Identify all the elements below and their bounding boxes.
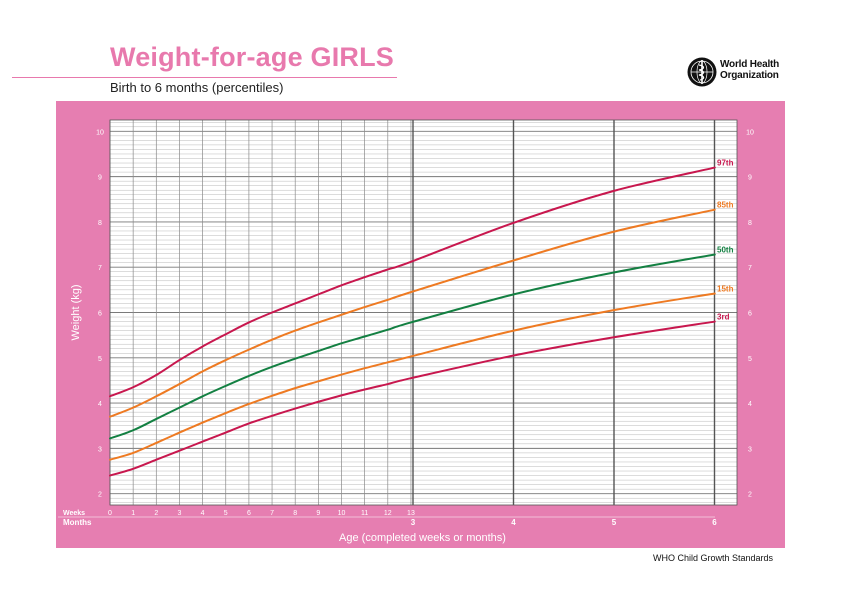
y-tick-label-right: 8 <box>748 220 752 227</box>
x-week-tick-label: 11 <box>361 510 368 517</box>
who-logo-line1: World Health <box>720 59 780 70</box>
x-week-tick-label: 13 <box>407 510 415 517</box>
grid-vertical-months <box>412 120 716 505</box>
who-emblem-icon <box>687 57 717 87</box>
x-month-tick-label: 3 <box>411 518 416 527</box>
x-week-tick-label: 5 <box>224 510 228 517</box>
percentile-label-15th: 15th <box>717 284 734 293</box>
percentile-curve-50th <box>109 253 716 440</box>
y-tick-label-right: 6 <box>748 311 752 318</box>
footer-credit: WHO Child Growth Standards <box>653 553 774 563</box>
percentile-curve-85th <box>109 208 716 418</box>
percentile-label-3rd: 3rd <box>717 313 730 322</box>
y-tick-label-left: 4 <box>98 401 102 408</box>
y-tick-label-left: 2 <box>98 492 102 499</box>
y-tick-label-left: 9 <box>98 175 102 182</box>
x-week-tick-label: 12 <box>384 510 392 517</box>
x-week-tick-label: 3 <box>177 510 181 517</box>
percentile-label-97th: 97th <box>717 159 734 168</box>
months-row-label: Months <box>63 518 92 527</box>
percentile-label-85th: 85th <box>717 201 734 210</box>
y-tick-label-left: 5 <box>98 356 102 363</box>
page-title: Weight-for-age GIRLS <box>110 42 394 72</box>
percentile-curve-3rd <box>109 320 716 477</box>
x-month-tick-label: 4 <box>511 518 516 527</box>
weeks-row-label: Weeks <box>63 510 85 517</box>
x-week-tick-label: 0 <box>108 510 112 517</box>
x-week-tick-label: 1 <box>131 510 135 517</box>
y-tick-label-right: 5 <box>748 356 752 363</box>
y-tick-label-right: 3 <box>748 446 752 453</box>
y-tick-label-left: 10 <box>96 129 104 136</box>
y-tick-label-right: 2 <box>748 492 752 499</box>
x-week-tick-label: 7 <box>270 510 274 517</box>
x-week-tick-label: 4 <box>201 510 205 517</box>
x-month-tick-label: 6 <box>712 518 717 527</box>
page-subtitle: Birth to 6 months (percentiles) <box>110 80 284 95</box>
x-axis-title: Age (completed weeks or months) <box>339 532 506 544</box>
y-tick-label-left: 8 <box>98 220 102 227</box>
x-week-tick-label: 6 <box>247 510 251 517</box>
percentile-curve-15th <box>109 292 716 461</box>
percentile-curve-97th <box>109 166 716 398</box>
who-logo-line2: Organization <box>720 70 779 81</box>
who-logo-text: World Health Organization <box>720 59 779 81</box>
y-tick-label-left: 3 <box>98 446 102 453</box>
x-week-tick-label: 2 <box>154 510 158 517</box>
who-logo: World Health Organization <box>686 56 796 88</box>
plot-border <box>109 119 738 506</box>
y-axis-title: Weight (kg) <box>70 284 82 340</box>
y-tick-label-right: 7 <box>748 265 752 272</box>
x-month-tick-label: 5 <box>612 518 617 527</box>
percentile-label-50th: 50th <box>717 246 734 255</box>
y-tick-label-right: 9 <box>748 175 752 182</box>
grid-major-horizontal <box>110 130 737 495</box>
y-tick-label-left: 6 <box>98 311 102 318</box>
y-tick-label-right: 10 <box>746 129 754 136</box>
y-tick-label-left: 7 <box>98 265 102 272</box>
x-week-tick-label: 8 <box>293 510 297 517</box>
x-week-tick-label: 10 <box>338 510 346 517</box>
x-week-tick-label: 9 <box>316 510 320 517</box>
title-rule <box>12 77 397 78</box>
y-tick-label-right: 4 <box>748 401 752 408</box>
